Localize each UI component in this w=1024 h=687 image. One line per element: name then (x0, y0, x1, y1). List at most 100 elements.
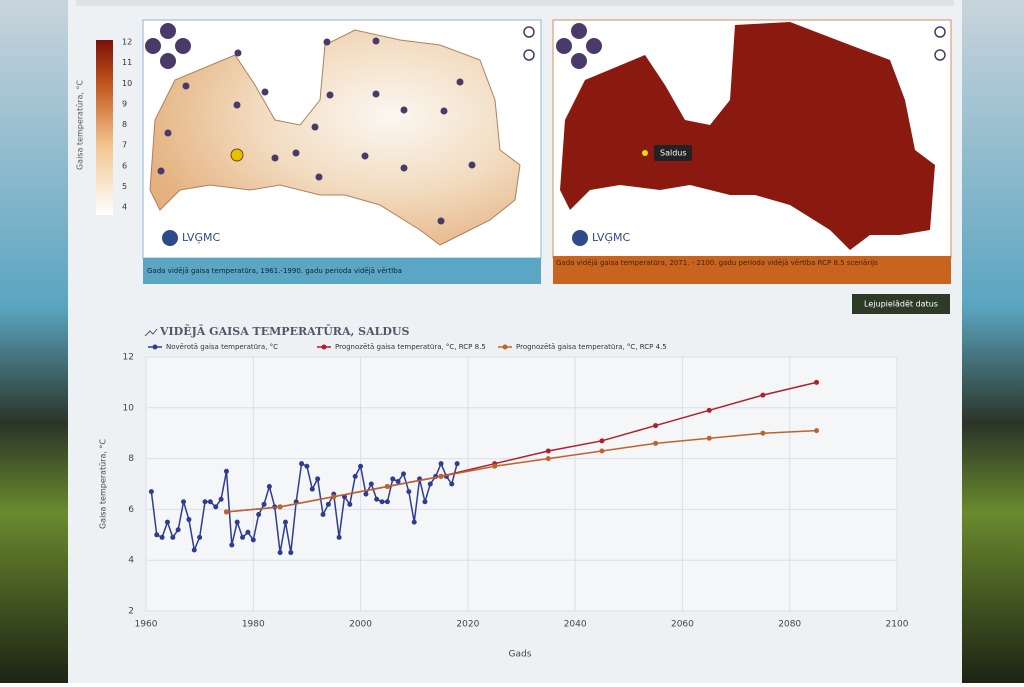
logo-icon (572, 230, 588, 246)
data-point (336, 534, 342, 540)
data-point (449, 481, 455, 487)
data-point (234, 519, 240, 525)
data-point (390, 476, 396, 482)
latvia-map (149, 29, 521, 246)
y-tick-label: 8 (128, 454, 134, 464)
data-point (197, 534, 203, 540)
zoom-controls[interactable] (523, 26, 535, 61)
y-tick-label: 2 (128, 607, 134, 617)
zoom-controls[interactable] (934, 26, 946, 61)
top-bar (76, 0, 954, 6)
data-point (309, 486, 315, 492)
data-point (438, 461, 444, 467)
data-point (358, 463, 364, 469)
data-point (256, 511, 262, 517)
data-point (164, 519, 170, 525)
data-point (218, 496, 224, 502)
x-tick-label: 2020 (456, 620, 479, 630)
data-point (395, 478, 401, 484)
y-tick-label: 6 (128, 505, 134, 515)
data-point (325, 501, 331, 507)
data-point (706, 435, 712, 441)
x-tick-label: 2040 (564, 620, 587, 630)
data-point (374, 496, 380, 502)
legend-marker (502, 344, 508, 350)
data-point (760, 430, 766, 436)
latvia-map (560, 22, 935, 250)
x-tick-label: 2080 (778, 620, 801, 630)
download-button[interactable] (852, 294, 950, 314)
data-point (363, 491, 369, 497)
x-tick-label: 2000 (349, 620, 372, 630)
legend-marker (321, 344, 327, 350)
data-point (760, 392, 766, 398)
logo-icon (162, 230, 178, 246)
data-point (304, 463, 310, 469)
y-tick-label: 10 (123, 403, 135, 413)
data-point (288, 550, 294, 556)
legend-tick: 8 (122, 120, 127, 129)
nav-controls[interactable] (556, 23, 602, 69)
legend-label: Prognozētā gaisa temperatūra, °C, RCP 4.… (516, 343, 667, 351)
data-point (384, 484, 390, 490)
data-point (159, 534, 165, 540)
data-point (250, 537, 256, 543)
data-point (175, 527, 181, 533)
y-axis-label: Gaisa temperatūra, °C (99, 439, 108, 529)
legend-marker (152, 344, 158, 350)
data-point (545, 448, 551, 454)
logo: LVĢMC (182, 231, 220, 244)
data-point (422, 499, 428, 505)
legend-tick: 10 (122, 79, 132, 88)
data-point (653, 440, 659, 446)
legend-tick: 4 (122, 203, 127, 212)
data-point (599, 438, 605, 444)
data-point (706, 407, 712, 413)
legend-tick: 11 (122, 58, 132, 67)
legend-tick: 7 (122, 141, 127, 150)
data-point (352, 473, 358, 479)
tooltip-text: Saldus (660, 149, 687, 158)
caption-bar (553, 256, 951, 284)
data-point (315, 476, 321, 482)
x-axis-label: Gads (509, 650, 532, 660)
data-point (154, 532, 160, 538)
data-point (191, 547, 197, 553)
data-point (277, 504, 283, 510)
color-bar (96, 40, 113, 215)
data-point (223, 509, 229, 515)
selected-station[interactable] (230, 148, 244, 162)
button-label[interactable]: Lejupielādēt datus (864, 300, 938, 309)
data-point (454, 461, 460, 467)
logo: LVĢMC (592, 231, 630, 244)
data-point (320, 511, 326, 517)
x-tick-label: 1980 (242, 620, 265, 630)
selected-station[interactable] (642, 150, 648, 156)
data-point (213, 504, 219, 510)
data-point (261, 501, 267, 507)
data-point (186, 517, 192, 523)
data-point (545, 456, 551, 462)
chart-icon (144, 328, 158, 337)
map-caption: Gada vidējā gaisa temperatūra, 2071. - 2… (556, 259, 878, 267)
data-point (299, 461, 305, 467)
x-tick-label: 1960 (135, 620, 158, 630)
caption-wrap: Gada vidējā gaisa temperatūra, 2071. - 2… (556, 259, 878, 267)
nav-controls[interactable] (145, 23, 191, 69)
legend-tick: 5 (122, 182, 127, 191)
data-point (427, 481, 433, 487)
data-point (438, 473, 444, 479)
legend-tick: 6 (122, 161, 127, 170)
legend-tick: 9 (122, 99, 127, 108)
data-point (599, 448, 605, 454)
legend-label: Gaisa temperatūra, °C (76, 80, 85, 170)
x-tick-label: 2100 (886, 620, 909, 630)
y-tick-label: 4 (128, 556, 134, 566)
data-point (223, 468, 229, 474)
data-point (653, 423, 659, 429)
plot-area (146, 357, 897, 611)
data-point (384, 499, 390, 505)
caption-bar (143, 258, 541, 284)
